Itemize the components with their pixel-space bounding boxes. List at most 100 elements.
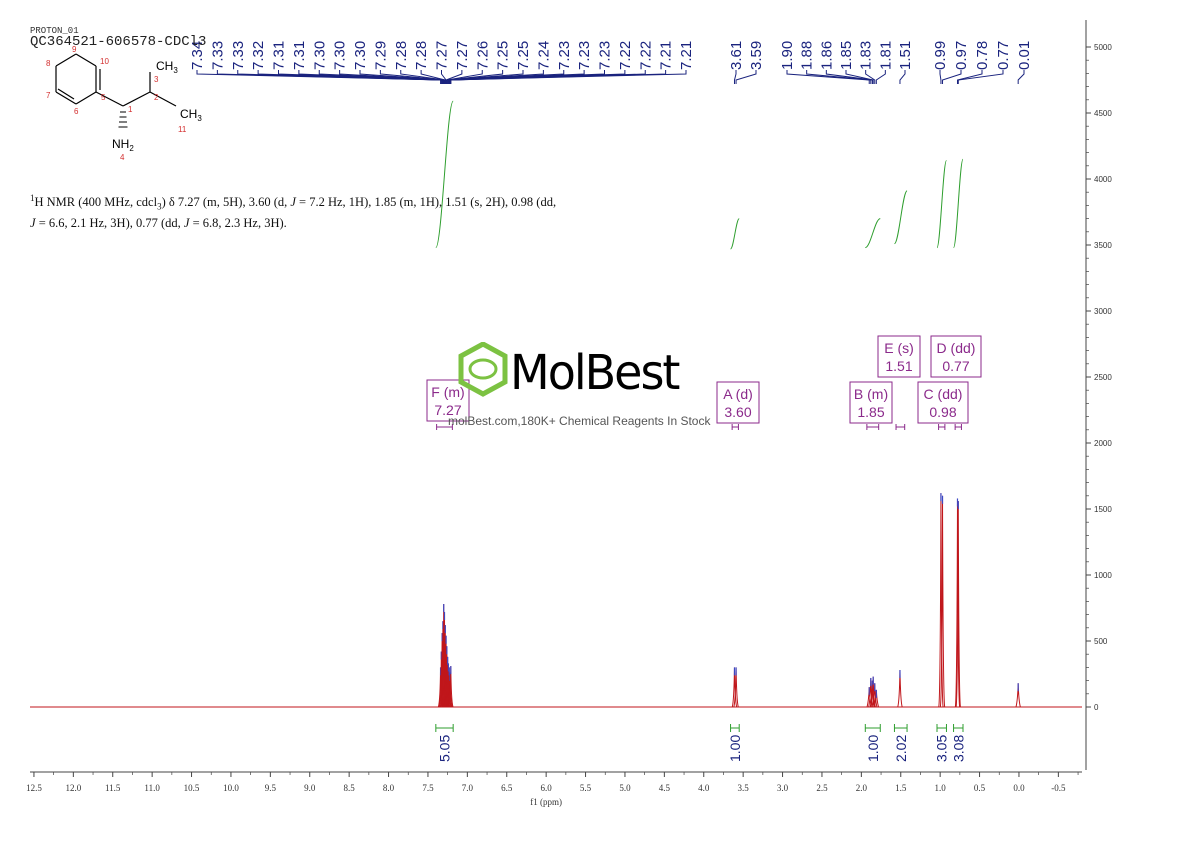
peak-label: 7.21 <box>658 41 675 70</box>
peak-label-leader <box>865 70 876 84</box>
peak-label-leader <box>786 70 870 84</box>
multiplet-shift: 1.51 <box>885 358 912 374</box>
x-tick-label: 0.5 <box>974 783 986 793</box>
peak-label-leader <box>956 70 983 84</box>
peak-label: 7.23 <box>556 41 573 70</box>
y-tick-label: 4000 <box>1094 175 1112 184</box>
peak-label-leader <box>957 70 1004 84</box>
atom-number-1: 1 <box>128 105 133 114</box>
multiplet-label: C (dd) <box>924 386 963 402</box>
peak-label: 7.25 <box>515 41 532 70</box>
peak-label: 1.88 <box>799 41 816 70</box>
peak-label: 1.86 <box>818 41 835 70</box>
y-tick-label: 2000 <box>1094 439 1112 448</box>
atom-ch3-top: CH3 <box>156 59 178 75</box>
atom-number-2: 2 <box>154 93 159 102</box>
peak-label: 1.51 <box>897 41 914 70</box>
peak-label: 1.83 <box>858 41 875 70</box>
peak-label: 7.22 <box>637 41 654 70</box>
peak-label-leader <box>446 70 483 84</box>
x-tick-label: 6.0 <box>541 783 553 793</box>
integral-curve <box>893 190 908 245</box>
x-tick-label: 7.0 <box>462 783 474 793</box>
peak-label: 7.27 <box>434 41 451 70</box>
peak-label-leader <box>942 70 962 84</box>
peak-label: 0.77 <box>995 41 1012 70</box>
peak-label: 7.27 <box>454 41 471 70</box>
x-tick-label: 3.0 <box>777 783 789 793</box>
integral-curve <box>865 218 881 249</box>
peak-label-leader <box>450 70 687 84</box>
peak-label: 0.97 <box>953 41 970 70</box>
peak-label: 7.30 <box>352 41 369 70</box>
x-tick-label: -0.5 <box>1051 783 1066 793</box>
peak-label: 0.99 <box>932 41 949 70</box>
watermark-brand: MolBest <box>510 343 680 401</box>
peak-label: 7.28 <box>413 41 430 70</box>
peak-label-leader <box>379 70 445 84</box>
peak-label-leader <box>875 70 886 84</box>
spectrum-trace-layer <box>30 493 1082 708</box>
multiplet-label: A (d) <box>723 386 753 402</box>
peak-label: 7.31 <box>271 41 288 70</box>
peak-label: 7.21 <box>678 41 695 70</box>
y-tick-label: 2500 <box>1094 373 1112 382</box>
x-tick-label: 0.0 <box>1013 783 1025 793</box>
integral-curve <box>730 218 740 250</box>
peak-label-leader <box>845 70 874 84</box>
multiplet-shift: 3.60 <box>724 404 751 420</box>
multiplet-shift: 1.85 <box>857 404 884 420</box>
peak-label-leader <box>1017 70 1025 84</box>
y-tick-label: 3500 <box>1094 241 1112 250</box>
x-tick-label: 9.0 <box>304 783 316 793</box>
peak-label: 7.29 <box>372 41 389 70</box>
multiplet-box <box>716 381 760 424</box>
peak-label: 7.22 <box>617 41 634 70</box>
integral-value: 5.05 <box>436 735 452 762</box>
peak-label-leader <box>445 70 463 84</box>
x-tick-label: 4.0 <box>698 783 710 793</box>
peak-label: 7.26 <box>474 41 491 70</box>
multiplet-label: F (m) <box>431 384 464 400</box>
multiplet-box <box>917 381 969 424</box>
integral-curve <box>953 158 964 249</box>
x-tick-label: 11.5 <box>105 783 121 793</box>
peak-label-leader <box>359 70 445 84</box>
peak-label: 3.61 <box>728 41 745 70</box>
x-tick-label: 12.0 <box>65 783 81 793</box>
x-tick-label: 1.0 <box>935 783 947 793</box>
multiplet-label: E (s) <box>884 340 914 356</box>
peak-label: 7.25 <box>495 41 512 70</box>
multiplet-box <box>426 379 470 422</box>
peak-label-leader <box>899 70 906 84</box>
peak-label: 1.81 <box>877 41 894 70</box>
integral-curves-layer <box>435 100 964 250</box>
multiplet-boxes-layer: F (m) 7.27 A (d) 3.60 B (m) 1.85 E (s) 1.51 C (d… <box>426 335 982 430</box>
peak-label-leader <box>939 70 942 84</box>
x-tick-label: 11.0 <box>144 783 160 793</box>
y-tick-label: 1000 <box>1094 571 1112 580</box>
x-tick-label: 10.5 <box>184 783 200 793</box>
atom-nh2: NH2 <box>112 137 134 153</box>
x-tick-label: 10.0 <box>223 783 239 793</box>
peak-label: 7.28 <box>393 41 410 70</box>
x-tick-label: 3.5 <box>738 783 750 793</box>
integral-value: 3.05 <box>934 735 950 762</box>
integral-value: 1.00 <box>727 735 743 762</box>
multiplet-label: D (dd) <box>937 340 976 356</box>
x-tick-label: 12.5 <box>26 783 42 793</box>
integral-curve <box>435 100 454 249</box>
atom-number-5: 5 <box>101 93 106 102</box>
multiplet-box <box>930 335 982 378</box>
peak-label-leader <box>420 70 446 84</box>
peak-label: 7.31 <box>291 41 308 70</box>
integral-value: 3.08 <box>950 735 966 762</box>
integral-value: 2.02 <box>893 735 909 762</box>
peak-label: 3.59 <box>748 41 765 70</box>
x-tick-label: 6.5 <box>501 783 513 793</box>
y-tick-label: 4500 <box>1094 109 1112 118</box>
peak-label: 7.24 <box>535 41 552 70</box>
multiplet-label: B (m) <box>854 386 888 402</box>
peak-label: 7.30 <box>311 41 328 70</box>
